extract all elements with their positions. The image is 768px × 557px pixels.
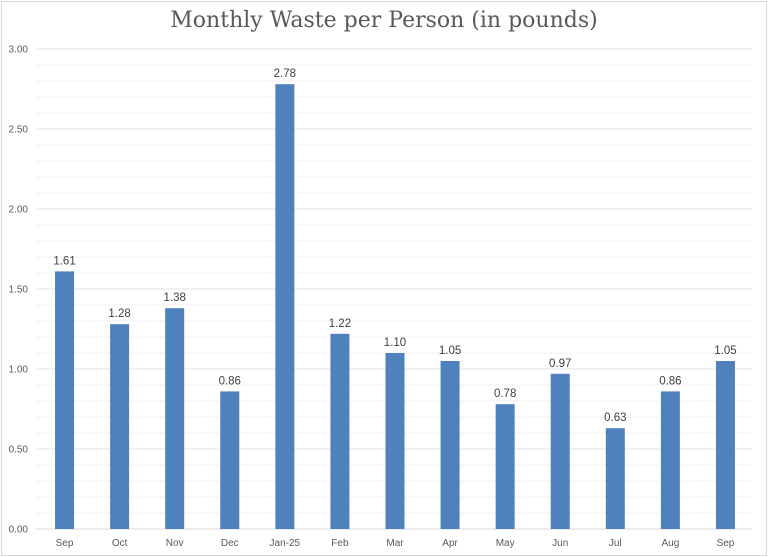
y-tick-label: 3.00 — [9, 45, 29, 56]
x-tick-label: Sep — [56, 538, 74, 549]
data-label: 1.28 — [108, 308, 130, 320]
x-tick-label: Feb — [331, 538, 349, 549]
y-tick-label: 2.50 — [9, 125, 29, 136]
data-label: 0.97 — [549, 358, 571, 370]
x-tick-label: Mar — [386, 538, 404, 549]
x-tick-label: Jan-25 — [270, 538, 301, 549]
data-label: 2.78 — [274, 68, 296, 80]
y-tick-label: 1.00 — [9, 365, 29, 376]
bar-dec — [220, 391, 240, 529]
y-tick-label: 0.50 — [9, 445, 29, 456]
x-tick-label: Nov — [166, 538, 184, 549]
bar-jul — [605, 428, 625, 529]
y-tick-label: 1.50 — [9, 285, 29, 296]
x-tick-label: Apr — [442, 538, 458, 549]
data-label: 0.86 — [659, 375, 681, 387]
bar-jun — [550, 373, 570, 529]
bar-sep — [55, 271, 75, 529]
data-label: 1.05 — [439, 345, 461, 357]
data-label: 0.63 — [604, 412, 626, 424]
x-tick-label: May — [496, 538, 515, 549]
data-label: 1.10 — [384, 337, 406, 349]
bar-jan-25 — [275, 84, 295, 529]
x-tick-label: Sep — [717, 538, 735, 549]
data-label: 0.78 — [494, 388, 516, 400]
data-label: 1.05 — [714, 345, 736, 357]
x-tick-label: Oct — [112, 538, 128, 549]
bar-may — [495, 404, 515, 529]
x-tick-label: Jul — [609, 538, 622, 549]
bar-feb — [330, 333, 350, 529]
data-label: 1.22 — [329, 318, 351, 330]
bar-aug — [660, 391, 680, 529]
x-tick-label: Dec — [221, 538, 239, 549]
x-tick-label: Jun — [552, 538, 568, 549]
bar-oct — [110, 324, 130, 529]
chart-title: Monthly Waste per Person (in pounds) — [170, 8, 598, 33]
data-label: 0.86 — [219, 375, 241, 387]
data-label: 1.38 — [163, 292, 185, 304]
data-label: 1.61 — [53, 255, 75, 267]
bar-sep — [715, 361, 735, 529]
bar-nov — [165, 308, 185, 529]
x-tick-label: Aug — [661, 538, 679, 549]
y-tick-label: 2.00 — [9, 205, 29, 216]
bar-mar — [385, 353, 405, 529]
bar-apr — [440, 361, 460, 529]
y-tick-label: 0.00 — [9, 525, 29, 536]
